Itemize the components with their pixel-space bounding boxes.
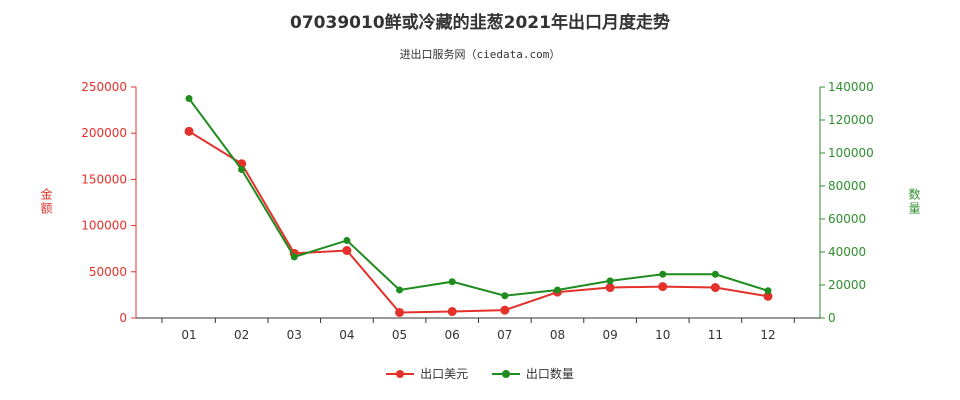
data-point-quantity <box>711 270 719 278</box>
chart-subtitle: 进出口服务网（ciedata.com） <box>399 48 561 61</box>
legend-item-quantity[interactable]: 出口数量 <box>491 365 574 382</box>
data-point-quantity <box>396 286 404 294</box>
legend-label-amount: 出口美元 <box>420 367 469 381</box>
y-left-tick-label: 100000 <box>81 219 127 233</box>
x-tick-label: 05 <box>392 328 407 342</box>
x-tick-label: 12 <box>760 328 775 342</box>
y-right-tick-label: 120000 <box>828 113 874 127</box>
data-point-quantity <box>290 253 298 261</box>
chart-legend: 出口美元 出口数量 <box>0 365 960 382</box>
y-left-tick-label: 0 <box>119 311 127 325</box>
series-line-amount <box>188 130 769 314</box>
data-point-quantity <box>343 236 351 244</box>
data-point-quantity <box>606 277 614 285</box>
x-tick-label: 03 <box>287 328 302 342</box>
x-tick-label: 01 <box>181 328 196 342</box>
x-tick-label: 06 <box>445 328 460 342</box>
data-point-quantity <box>501 292 509 300</box>
data-point-quantity <box>764 287 772 295</box>
y-right-tick-label: 100000 <box>828 146 874 160</box>
x-tick-label: 11 <box>708 328 723 342</box>
series-line-quantity <box>188 97 769 297</box>
legend-label-quantity: 出口数量 <box>525 367 574 381</box>
chart-title: 07039010鲜或冷藏的韭葱2021年出口月度走势 <box>290 13 670 33</box>
legend-item-amount[interactable]: 出口美元 <box>386 365 468 382</box>
y-left-tick-label: 250000 <box>81 80 127 94</box>
data-point-amount <box>605 283 615 293</box>
x-tick-label: 10 <box>655 328 670 342</box>
data-point-amount <box>710 283 720 293</box>
data-point-amount <box>342 246 352 256</box>
x-tick-label: 07 <box>497 328 512 342</box>
data-point-quantity <box>185 95 193 103</box>
y-left-tick-label: 50000 <box>89 265 127 279</box>
data-point-amount <box>184 126 194 136</box>
data-point-quantity <box>553 286 561 294</box>
data-point-quantity <box>448 278 456 286</box>
x-tick-label: 08 <box>550 328 565 342</box>
data-point-quantity <box>659 270 667 278</box>
y-left-tick-label: 200000 <box>81 126 127 140</box>
y-right-tick-label: 40000 <box>828 245 866 259</box>
y-right-tick-label: 0 <box>828 311 836 325</box>
y-right-tick-label: 140000 <box>828 80 874 94</box>
y-right-tick-label: 20000 <box>828 278 866 292</box>
x-tick-label: 02 <box>234 328 249 342</box>
x-tick-label: 09 <box>602 328 617 342</box>
data-point-amount <box>658 282 668 292</box>
data-point-amount <box>500 305 510 315</box>
data-point-amount <box>447 307 457 317</box>
y-right-tick-label: 80000 <box>828 179 866 193</box>
x-tick-label: 04 <box>339 328 354 342</box>
y-left-tick-label: 150000 <box>81 172 127 186</box>
legend-swatch-amount <box>386 369 415 379</box>
y-axis-left-label: 金额 <box>39 188 53 216</box>
data-point-quantity <box>238 166 246 173</box>
legend-swatch-quantity <box>491 369 520 379</box>
y-axis-right-label: 数量 <box>907 188 921 216</box>
y-right-tick-label: 60000 <box>828 212 866 226</box>
data-point-amount <box>395 307 405 317</box>
data-point-amount <box>763 291 773 301</box>
